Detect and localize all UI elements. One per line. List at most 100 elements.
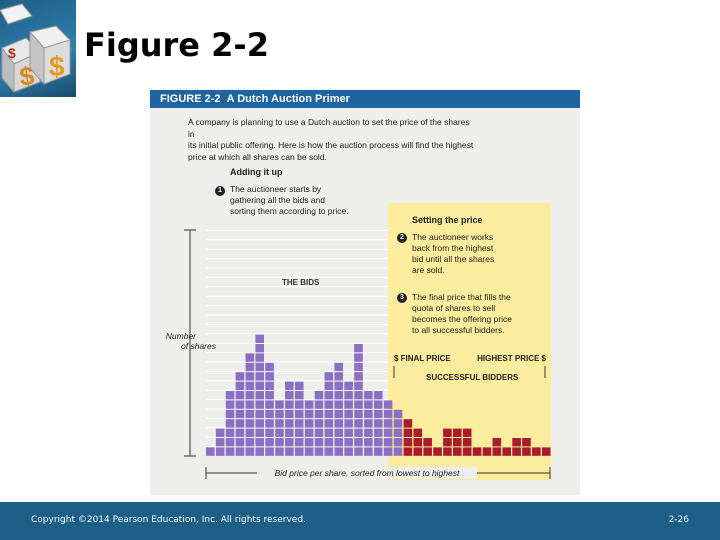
bid-blocks [206, 334, 551, 456]
highest-price-label: HIGHEST PRICE $ [477, 354, 546, 363]
share-block [413, 428, 423, 437]
step-1-badge: 1 [215, 186, 225, 196]
share-block [393, 409, 403, 419]
share-block [324, 419, 334, 428]
share-block [383, 400, 393, 409]
share-block [403, 438, 413, 447]
share-block [245, 419, 255, 428]
share-block [354, 409, 363, 419]
setting-heading: Setting the price [412, 215, 483, 225]
share-block [334, 362, 344, 372]
share-block [285, 400, 294, 409]
dollar-dice-icon: $ $ $ [0, 3, 71, 94]
share-block [364, 409, 373, 419]
share-block [443, 447, 452, 456]
step-3-line: to all successful bidders. [412, 325, 505, 335]
page-number: 2-26 [668, 515, 689, 525]
share-block [393, 447, 403, 456]
share-block [334, 419, 344, 428]
share-block [265, 391, 274, 400]
x-axis-label: Bid price per share, sorted from lowest … [275, 468, 460, 478]
share-block [334, 447, 344, 456]
dollar-glyph-3: $ [8, 45, 16, 61]
y-axis-label-line: of shares [181, 341, 217, 351]
share-block [373, 391, 383, 400]
share-block [502, 447, 511, 456]
share-block [433, 447, 442, 456]
share-block [344, 447, 353, 456]
step-3-line: quota of shares to sell [412, 303, 496, 313]
share-block [334, 391, 344, 400]
share-block [324, 447, 334, 456]
share-block [275, 419, 284, 428]
successful-bid-column [443, 428, 452, 456]
share-block [255, 391, 264, 400]
share-block [225, 438, 235, 447]
share-block [304, 428, 314, 437]
share-block [245, 428, 255, 437]
share-block [344, 438, 353, 447]
share-block [215, 428, 225, 437]
share-block [324, 438, 334, 447]
share-block [225, 391, 235, 400]
share-block [265, 409, 274, 419]
successful-bid-column [423, 438, 432, 456]
share-block [265, 428, 274, 437]
bid-column [294, 381, 304, 456]
share-block [354, 391, 363, 400]
step-3-line: The final price that fills the [412, 292, 511, 302]
share-block [285, 391, 294, 400]
successful-bid-column [482, 447, 492, 456]
share-block [235, 372, 245, 381]
share-block [344, 419, 353, 428]
bid-column [285, 381, 294, 456]
successful-bid-column [453, 428, 462, 456]
share-block [324, 400, 334, 409]
intro-line: price at which all shares can be sold. [188, 151, 327, 162]
share-block [225, 409, 235, 419]
share-block [304, 400, 314, 409]
share-block [294, 438, 304, 447]
share-block [522, 438, 531, 447]
share-block [245, 409, 255, 419]
share-block [373, 438, 383, 447]
share-block [383, 447, 393, 456]
share-block [354, 438, 363, 447]
share-block [245, 391, 255, 400]
share-block [354, 419, 363, 428]
step-2-text: The auctioneer works back from the highe… [412, 232, 494, 276]
share-block [275, 438, 284, 447]
share-block [225, 400, 235, 409]
share-block [453, 428, 462, 437]
step-3-line: becomes the offering price [412, 314, 513, 324]
share-block [512, 438, 521, 447]
share-block [225, 428, 235, 437]
step-1-line: The auctioneer starts by [230, 184, 322, 194]
share-block [324, 409, 334, 419]
share-block [472, 447, 482, 456]
share-block [324, 381, 334, 390]
bid-column [255, 334, 264, 456]
share-block [462, 447, 472, 456]
share-block [294, 400, 304, 409]
intro-line: A company is planning to use a Dutch auc… [188, 117, 470, 139]
share-block [314, 447, 324, 456]
step-1-text: The auctioneer starts by gathering all t… [230, 184, 349, 217]
share-block [354, 372, 363, 381]
share-block [235, 419, 245, 428]
share-block [235, 409, 245, 419]
share-block [393, 428, 403, 437]
step-3-text: The final price that fills the quota of … [412, 292, 512, 336]
share-block [304, 447, 314, 456]
share-block [393, 438, 403, 447]
bid-column [393, 409, 403, 456]
bid-column [245, 353, 255, 456]
share-block [265, 447, 274, 456]
share-block [255, 344, 264, 353]
share-block [364, 428, 373, 437]
share-block [541, 447, 551, 456]
share-block [294, 419, 304, 428]
share-block [245, 362, 255, 372]
share-block [443, 428, 452, 437]
bid-column [344, 381, 353, 456]
